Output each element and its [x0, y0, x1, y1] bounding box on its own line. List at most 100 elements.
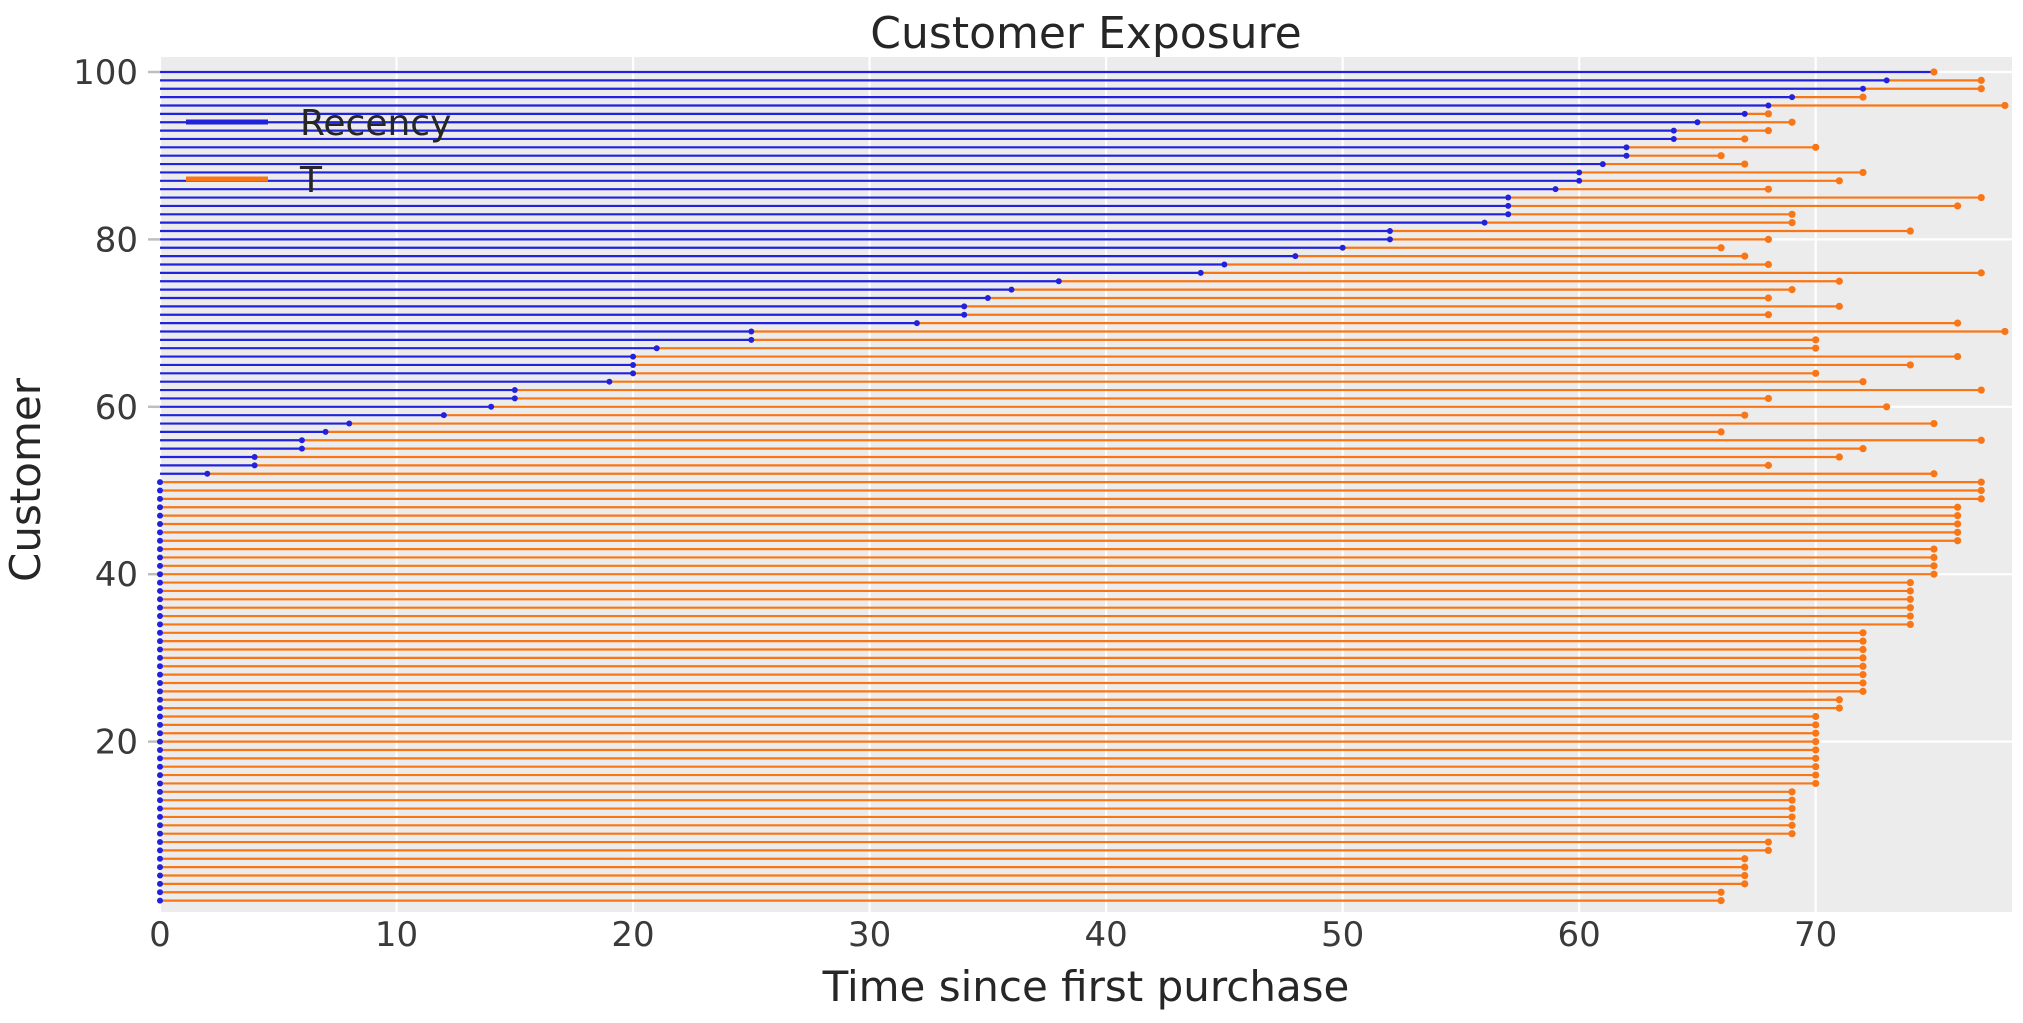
customer-row — [157, 763, 1820, 771]
recency-dot — [961, 311, 968, 318]
recency-dot — [1339, 244, 1346, 251]
t-dot — [1741, 135, 1749, 143]
customer-row — [160, 445, 1867, 453]
customer-row — [157, 738, 1820, 746]
recency-dot — [913, 320, 920, 327]
t-dot — [1788, 830, 1796, 838]
t-dot — [1835, 302, 1843, 310]
t-dot — [1859, 445, 1867, 453]
t-dot — [1788, 804, 1796, 813]
t-dot — [1977, 386, 1985, 394]
t-dot — [1906, 620, 1914, 629]
t-dot — [1788, 813, 1796, 821]
customer-row — [160, 470, 1938, 478]
recency-dot — [961, 303, 968, 310]
t-dot — [1930, 470, 1938, 478]
customer-row — [160, 286, 1796, 294]
recency-dot — [1008, 286, 1015, 293]
customer-row — [157, 629, 1867, 637]
t-dot — [1788, 118, 1796, 126]
recency-dot — [157, 713, 163, 720]
recency-dot — [157, 889, 163, 896]
recency-dot — [157, 520, 163, 527]
customer-row — [160, 336, 1820, 344]
customer-row — [160, 311, 1772, 319]
recency-dot — [157, 571, 163, 578]
recency-dot — [157, 705, 163, 712]
recency-dot — [157, 763, 163, 770]
recency-dot — [1576, 169, 1583, 176]
customer-row — [160, 210, 1796, 218]
x-tick-label: 0 — [149, 915, 171, 955]
t-dot — [1741, 855, 1749, 863]
recency-dot — [748, 328, 755, 335]
recency-dot — [157, 847, 163, 854]
recency-dot — [1197, 269, 1204, 276]
t-dot — [1812, 779, 1820, 788]
customer-row — [160, 361, 1914, 369]
recency-dot — [157, 646, 163, 653]
recency-dot — [748, 336, 755, 343]
recency-dot — [1386, 236, 1393, 243]
recency-dot — [251, 462, 258, 469]
t-dot — [1812, 746, 1820, 754]
t-dot — [1764, 260, 1772, 269]
customer-row — [157, 587, 1914, 595]
t-dot — [1906, 595, 1914, 603]
customer-row — [160, 101, 2009, 110]
t-dot — [1764, 185, 1772, 193]
y-tick-label: 20 — [95, 723, 138, 763]
recency-dot — [298, 445, 305, 452]
recency-dot — [157, 822, 163, 829]
y-tick-label: 60 — [95, 388, 138, 428]
customer-row — [160, 394, 1772, 403]
customer-row — [157, 771, 1820, 779]
customer-row — [157, 512, 1962, 520]
chart-title: Customer Exposure — [870, 8, 1301, 59]
customer-row — [157, 553, 1938, 562]
t-dot — [1812, 143, 1820, 151]
t-dot — [1764, 838, 1772, 846]
recency-dot — [157, 813, 163, 820]
customer-row — [157, 897, 1725, 905]
recency-dot — [157, 663, 163, 670]
t-dot — [1717, 888, 1725, 896]
t-dot — [1764, 461, 1772, 469]
recency-dot — [157, 696, 163, 703]
recency-dot — [157, 864, 163, 871]
recency-dot — [630, 370, 637, 377]
customer-row — [160, 227, 1914, 235]
customer-row — [157, 696, 1843, 704]
recency-dot — [157, 797, 163, 804]
recency-dot — [157, 738, 163, 745]
customer-row — [160, 344, 1820, 352]
recency-dot — [630, 361, 637, 368]
customer-row — [157, 863, 1749, 871]
customer-row — [157, 838, 1772, 846]
customer-row — [160, 403, 1891, 411]
customer-row — [160, 436, 1985, 444]
customer-row — [160, 294, 1772, 302]
customer-row — [160, 143, 1820, 151]
customer-rows — [157, 68, 2009, 905]
y-tick-label: 100 — [73, 53, 138, 93]
recency-dot — [157, 772, 163, 779]
customer-row — [157, 796, 1796, 804]
t-dot — [1812, 712, 1820, 721]
t-dot — [1859, 671, 1867, 679]
customer-row — [157, 495, 1985, 503]
customer-row — [157, 679, 1867, 687]
customer-row — [160, 202, 1962, 210]
customer-row — [160, 219, 1796, 227]
x-tick-label: 30 — [848, 915, 891, 955]
customer-row — [157, 520, 1962, 528]
customer-row — [157, 562, 1938, 570]
x-tick-label: 20 — [611, 915, 654, 955]
t-dot — [1906, 361, 1914, 369]
y-tick-label: 40 — [95, 555, 138, 595]
t-dot — [1741, 880, 1749, 888]
customer-row — [160, 126, 1772, 135]
recency-dot — [346, 420, 353, 427]
customer-row — [157, 880, 1749, 888]
t-dot — [1930, 419, 1938, 428]
